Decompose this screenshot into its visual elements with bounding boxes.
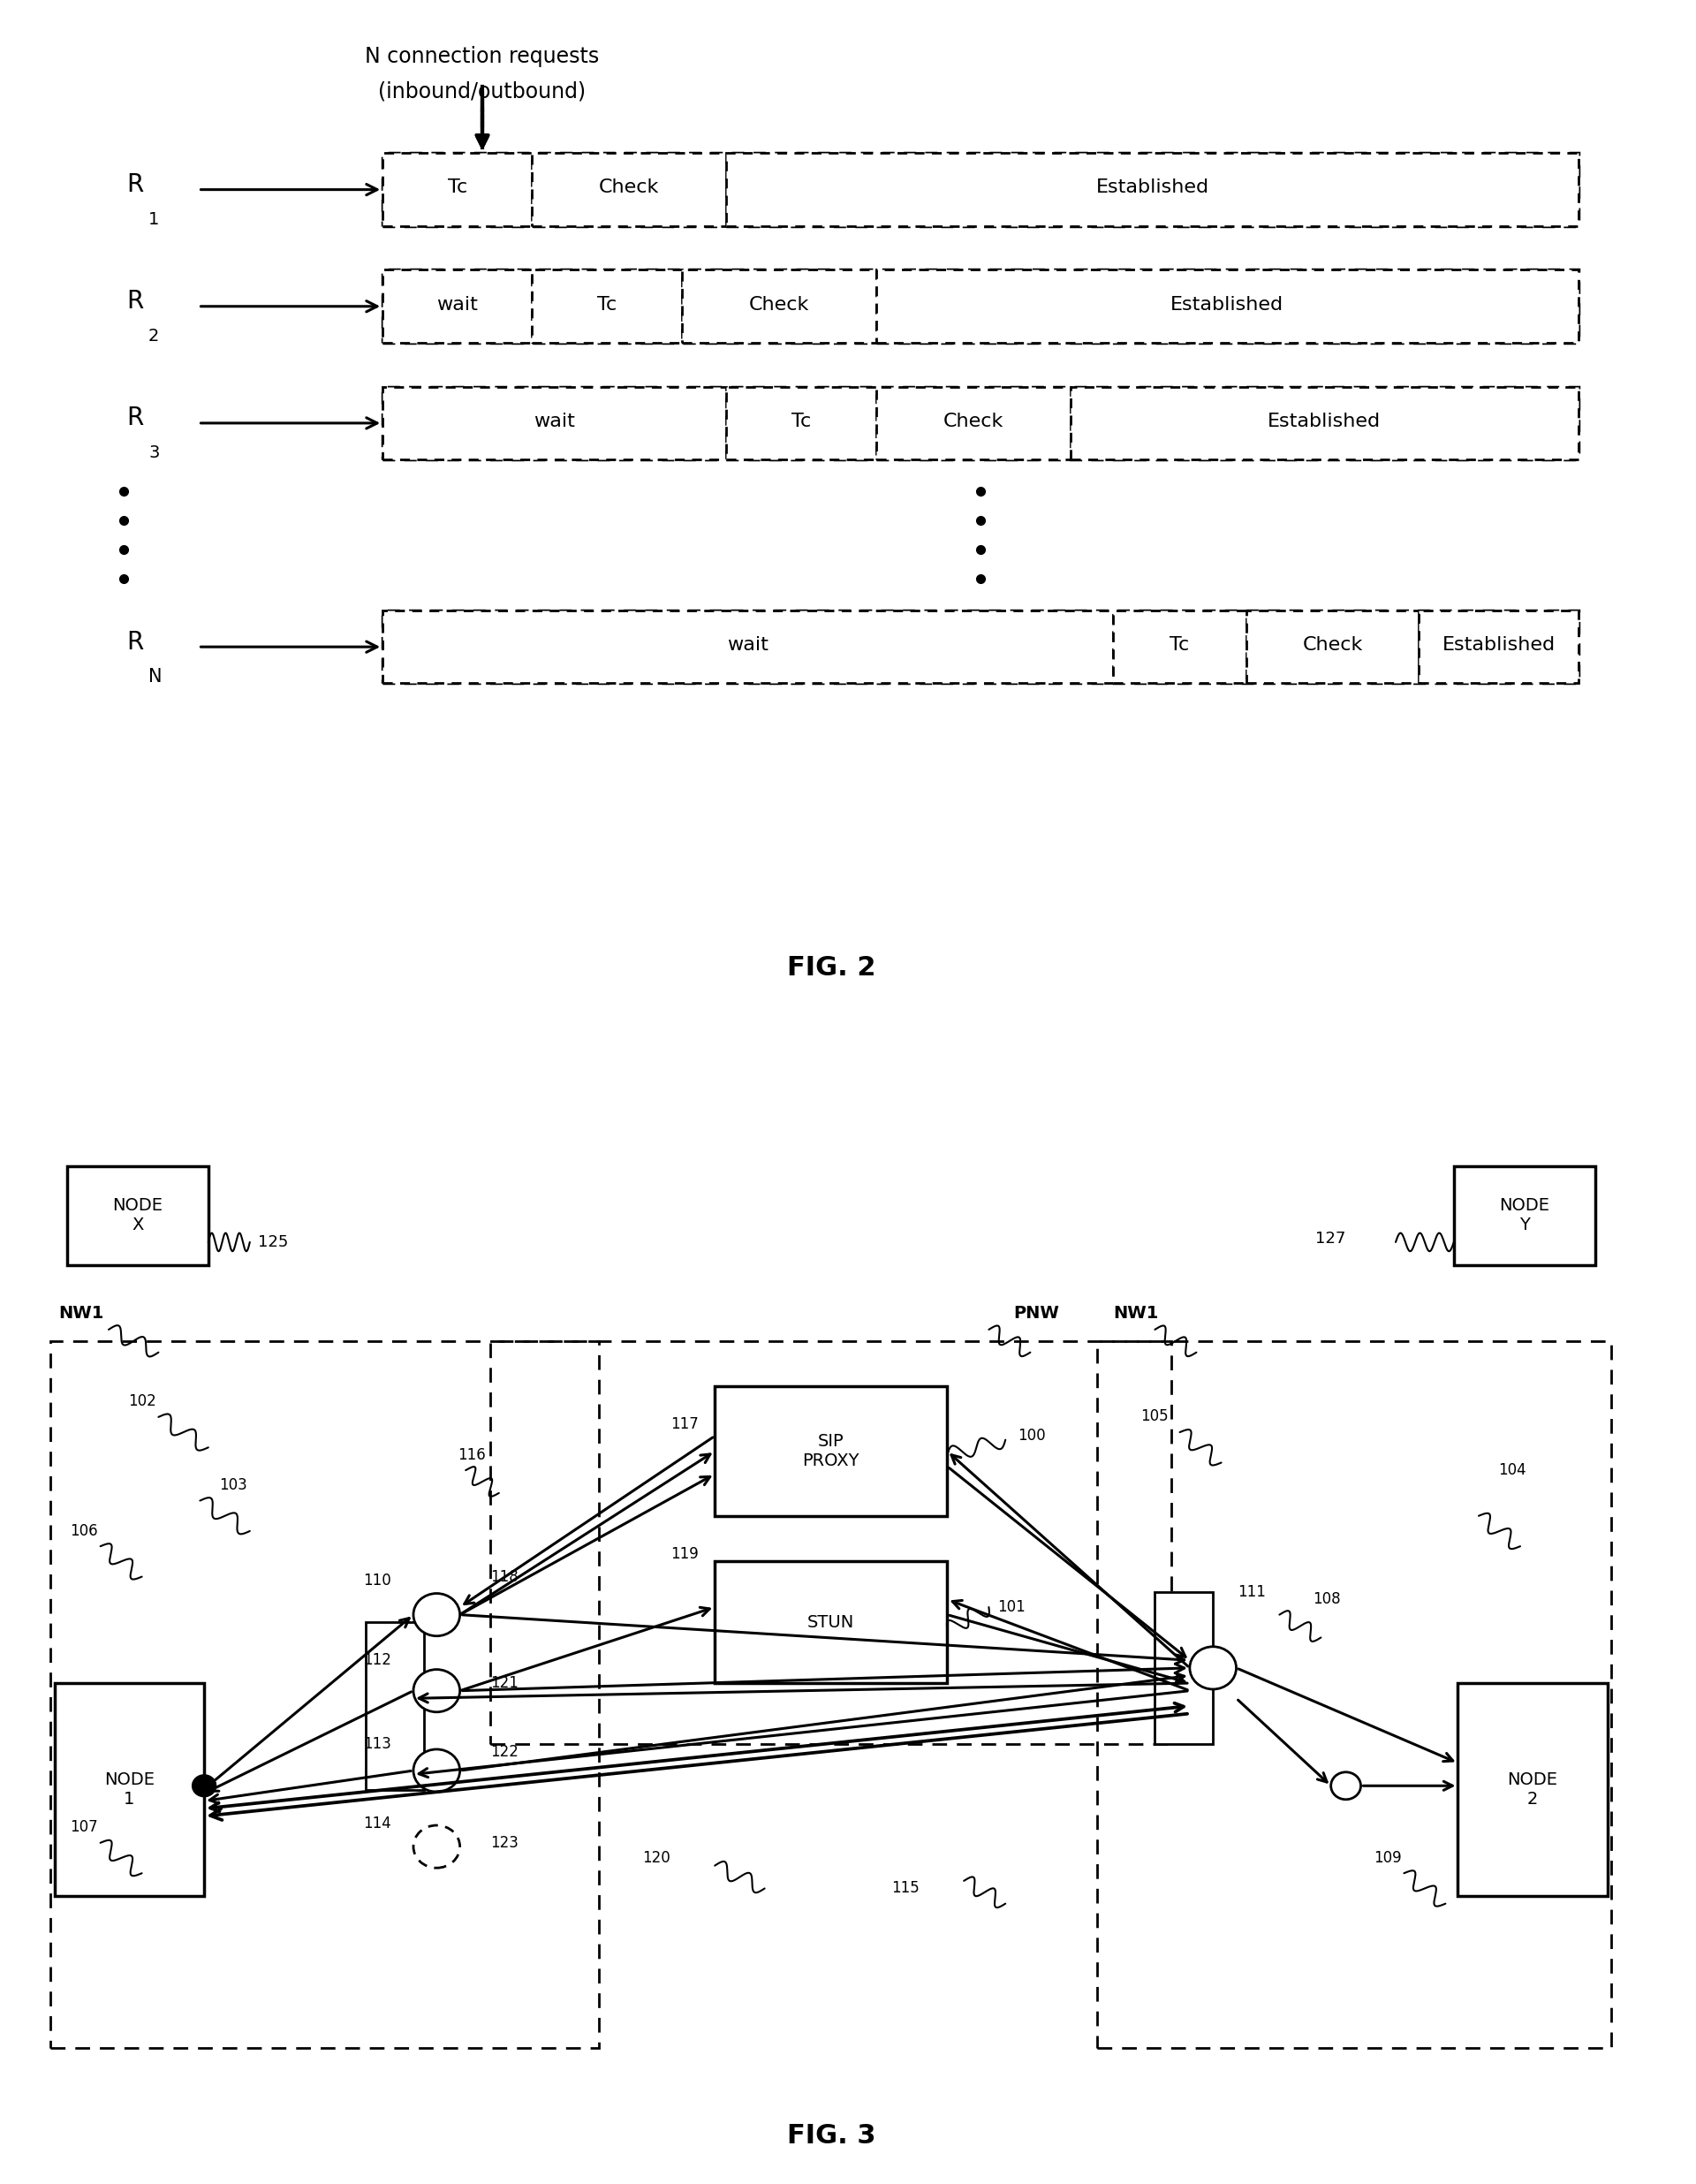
Text: 103: 103 bbox=[219, 1476, 248, 1494]
Text: wait: wait bbox=[534, 413, 575, 430]
Text: NW1: NW1 bbox=[59, 1304, 103, 1321]
Bar bbox=[54, 1684, 204, 1896]
Bar bbox=[1453, 1166, 1594, 1265]
Circle shape bbox=[414, 1826, 460, 1867]
Text: 107: 107 bbox=[70, 1819, 98, 1835]
Text: Check: Check bbox=[943, 413, 1004, 430]
Text: Tc: Tc bbox=[597, 295, 617, 312]
Text: 116: 116 bbox=[458, 1448, 485, 1463]
Text: 2: 2 bbox=[149, 328, 159, 345]
Text: PNW: PNW bbox=[1014, 1304, 1060, 1321]
Bar bbox=[714, 1387, 948, 1516]
Text: 121: 121 bbox=[490, 1675, 519, 1690]
Text: N connection requests: N connection requests bbox=[365, 46, 599, 68]
Bar bbox=[533, 153, 726, 227]
Bar bbox=[714, 1562, 948, 1684]
Text: Established: Established bbox=[1442, 636, 1555, 653]
Bar bbox=[68, 1166, 209, 1265]
Text: 125: 125 bbox=[258, 1234, 288, 1249]
Bar bbox=[875, 387, 1070, 459]
Text: R: R bbox=[127, 288, 144, 314]
Text: 115: 115 bbox=[892, 1880, 919, 1896]
Text: Check: Check bbox=[748, 295, 809, 312]
Text: 108: 108 bbox=[1313, 1592, 1340, 1607]
Text: (inbound/outbound): (inbound/outbound) bbox=[378, 81, 587, 103]
Bar bbox=[1113, 609, 1247, 684]
Text: SIP
PROXY: SIP PROXY bbox=[802, 1433, 860, 1470]
Bar bbox=[51, 1341, 599, 2049]
Bar bbox=[1155, 1592, 1213, 1745]
Text: Tc: Tc bbox=[792, 413, 811, 430]
Bar bbox=[1459, 1684, 1608, 1896]
Text: wait: wait bbox=[728, 636, 768, 653]
Bar bbox=[533, 271, 682, 343]
Text: 122: 122 bbox=[490, 1743, 519, 1760]
Bar bbox=[682, 271, 875, 343]
Bar bbox=[366, 1623, 424, 1789]
Text: 101: 101 bbox=[997, 1599, 1024, 1614]
Text: 118: 118 bbox=[490, 1568, 519, 1586]
Text: NODE
1: NODE 1 bbox=[103, 1771, 154, 1808]
Text: NODE
X: NODE X bbox=[112, 1197, 163, 1234]
Text: R: R bbox=[127, 406, 144, 430]
Text: 111: 111 bbox=[1238, 1583, 1265, 1601]
Text: FIG. 2: FIG. 2 bbox=[787, 954, 875, 981]
Circle shape bbox=[414, 1749, 460, 1791]
Text: Tc: Tc bbox=[1170, 636, 1189, 653]
Text: Established: Established bbox=[1267, 413, 1381, 430]
Text: Check: Check bbox=[599, 179, 660, 197]
Text: 120: 120 bbox=[643, 1850, 670, 1865]
Text: 3: 3 bbox=[149, 446, 159, 461]
Bar bbox=[383, 271, 533, 343]
Text: 127: 127 bbox=[1316, 1230, 1347, 1247]
Text: 117: 117 bbox=[670, 1417, 699, 1433]
Bar bbox=[726, 387, 875, 459]
Bar bbox=[383, 153, 1579, 227]
Text: STUN: STUN bbox=[807, 1614, 855, 1631]
Text: R: R bbox=[127, 173, 144, 197]
Text: NW1: NW1 bbox=[1113, 1304, 1158, 1321]
Text: NODE
2: NODE 2 bbox=[1508, 1771, 1559, 1808]
Text: 113: 113 bbox=[363, 1736, 392, 1752]
Circle shape bbox=[1331, 1771, 1360, 1800]
Bar bbox=[1420, 609, 1579, 684]
Text: 1: 1 bbox=[149, 212, 159, 227]
Text: 100: 100 bbox=[1018, 1428, 1046, 1444]
Bar bbox=[1070, 387, 1579, 459]
Bar bbox=[1097, 1341, 1611, 2049]
Text: 123: 123 bbox=[490, 1835, 519, 1850]
Text: wait: wait bbox=[436, 295, 478, 312]
Text: R: R bbox=[127, 629, 144, 655]
Bar bbox=[1247, 609, 1420, 684]
Text: 119: 119 bbox=[670, 1546, 699, 1562]
Circle shape bbox=[1189, 1647, 1236, 1688]
Text: N: N bbox=[149, 668, 163, 686]
Text: 110: 110 bbox=[363, 1572, 392, 1588]
Text: 102: 102 bbox=[127, 1393, 156, 1409]
Text: Established: Established bbox=[1096, 179, 1209, 197]
Text: 112: 112 bbox=[363, 1653, 392, 1669]
Bar bbox=[383, 271, 1579, 343]
Text: 109: 109 bbox=[1374, 1850, 1401, 1865]
Bar bbox=[875, 271, 1579, 343]
Text: NODE
Y: NODE Y bbox=[1499, 1197, 1550, 1234]
Bar bbox=[383, 387, 726, 459]
Text: Tc: Tc bbox=[448, 179, 466, 197]
Circle shape bbox=[414, 1669, 460, 1712]
Bar bbox=[490, 1341, 1172, 1745]
Text: Check: Check bbox=[1303, 636, 1364, 653]
Bar bbox=[383, 387, 1579, 459]
Text: 105: 105 bbox=[1141, 1409, 1169, 1424]
Bar bbox=[383, 609, 1579, 684]
Text: 104: 104 bbox=[1498, 1461, 1526, 1479]
Bar bbox=[726, 153, 1579, 227]
Circle shape bbox=[193, 1776, 215, 1797]
Circle shape bbox=[414, 1594, 460, 1636]
Text: 106: 106 bbox=[70, 1522, 98, 1540]
Text: FIG. 3: FIG. 3 bbox=[787, 2123, 875, 2149]
Text: Established: Established bbox=[1170, 295, 1284, 312]
Bar bbox=[383, 153, 533, 227]
Text: 114: 114 bbox=[363, 1815, 392, 1832]
Bar bbox=[383, 609, 1113, 684]
